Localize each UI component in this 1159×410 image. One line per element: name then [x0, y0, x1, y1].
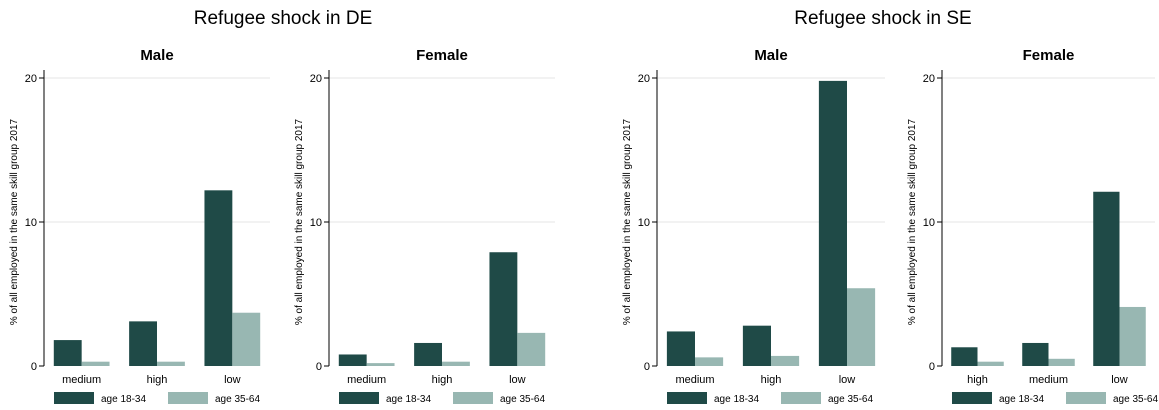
x-tick-label: high	[432, 374, 453, 386]
legend-swatch-age-35-64	[781, 392, 821, 404]
panel-title: Male	[140, 47, 173, 64]
bar-age-18-34-medium	[1022, 342, 1049, 366]
bar-age-35-64-high	[157, 361, 185, 366]
legend-swatch-age-18-34	[339, 392, 379, 404]
x-tick-label: low	[839, 374, 856, 386]
y-tick-label: 10	[25, 217, 37, 229]
y-tick-label: 0	[31, 361, 37, 373]
figure-title-se: Refugee shock in SE	[794, 8, 972, 29]
bar-age-35-64-high	[771, 355, 800, 366]
legend-swatch-age-18-34	[667, 392, 707, 404]
y-tick-label: 10	[923, 217, 935, 229]
figure-title-de: Refugee shock in DE	[193, 8, 373, 29]
panel-title: Female	[1023, 47, 1075, 64]
legend-swatch-age-35-64	[453, 392, 493, 404]
legend-label: age 35-64	[215, 394, 260, 405]
y-axis-label: % of all employed in the same skill grou…	[9, 118, 20, 325]
bar-age-18-34-high	[129, 321, 157, 366]
y-tick-label: 0	[929, 361, 935, 373]
x-tick-label: high	[147, 374, 168, 386]
bar-age-35-64-medium	[366, 363, 395, 366]
bar-age-18-34-high	[951, 347, 978, 366]
x-tick-label: medium	[675, 374, 714, 386]
legend-swatch-age-35-64	[168, 392, 208, 404]
x-tick-label: high	[967, 374, 988, 386]
legend-label: age 35-64	[500, 394, 545, 405]
y-tick-label: 0	[316, 361, 322, 373]
x-tick-label: medium	[62, 374, 101, 386]
bar-age-18-34-low	[1093, 191, 1120, 366]
legend-label: age 18-34	[999, 394, 1044, 405]
y-tick-label: 20	[310, 73, 322, 85]
legend-label: age 18-34	[714, 394, 759, 405]
y-axis-label: % of all employed in the same skill grou…	[294, 118, 305, 325]
bar-age-35-64-medium	[1048, 358, 1075, 366]
bar-age-35-64-medium	[695, 357, 724, 366]
x-tick-label: low	[224, 374, 241, 386]
y-tick-label: 20	[638, 73, 650, 85]
legend-swatch-age-18-34	[952, 392, 992, 404]
y-tick-label: 20	[923, 73, 935, 85]
bar-age-35-64-low	[517, 332, 546, 366]
x-tick-label: medium	[347, 374, 386, 386]
bar-age-18-34-low	[204, 190, 233, 366]
bar-age-35-64-medium	[81, 361, 110, 366]
legend-swatch-age-35-64	[1066, 392, 1106, 404]
panel-title: Female	[416, 47, 468, 64]
legend-label: age 35-64	[828, 394, 873, 405]
legend-swatch-age-18-34	[54, 392, 94, 404]
x-tick-label: medium	[1029, 374, 1068, 386]
bar-age-35-64-low	[1119, 306, 1146, 366]
legend-label: age 18-34	[386, 394, 431, 405]
panel-title: Male	[754, 47, 787, 64]
y-axis-label: % of all employed in the same skill grou…	[907, 118, 918, 325]
bar-age-18-34-medium	[666, 331, 695, 366]
bar-age-18-34-medium	[338, 354, 367, 366]
bar-age-35-64-high	[977, 361, 1004, 366]
y-tick-label: 10	[310, 217, 322, 229]
bar-age-35-64-low	[232, 312, 261, 366]
bar-age-35-64-low	[847, 288, 876, 366]
x-tick-label: high	[761, 374, 782, 386]
y-tick-label: 10	[638, 217, 650, 229]
bar-age-35-64-high	[442, 361, 470, 366]
x-tick-label: low	[1111, 374, 1128, 386]
legend-label: age 35-64	[1113, 394, 1158, 405]
y-axis-label: % of all employed in the same skill grou…	[622, 118, 633, 325]
bar-age-18-34-low	[818, 80, 847, 366]
bar-age-18-34-medium	[53, 340, 82, 366]
y-tick-label: 0	[644, 361, 650, 373]
x-tick-label: low	[509, 374, 526, 386]
bar-age-18-34-high	[742, 325, 771, 366]
bar-age-18-34-low	[489, 252, 518, 366]
legend-label: age 18-34	[101, 394, 146, 405]
bar-age-18-34-high	[414, 342, 442, 366]
y-tick-label: 20	[25, 73, 37, 85]
